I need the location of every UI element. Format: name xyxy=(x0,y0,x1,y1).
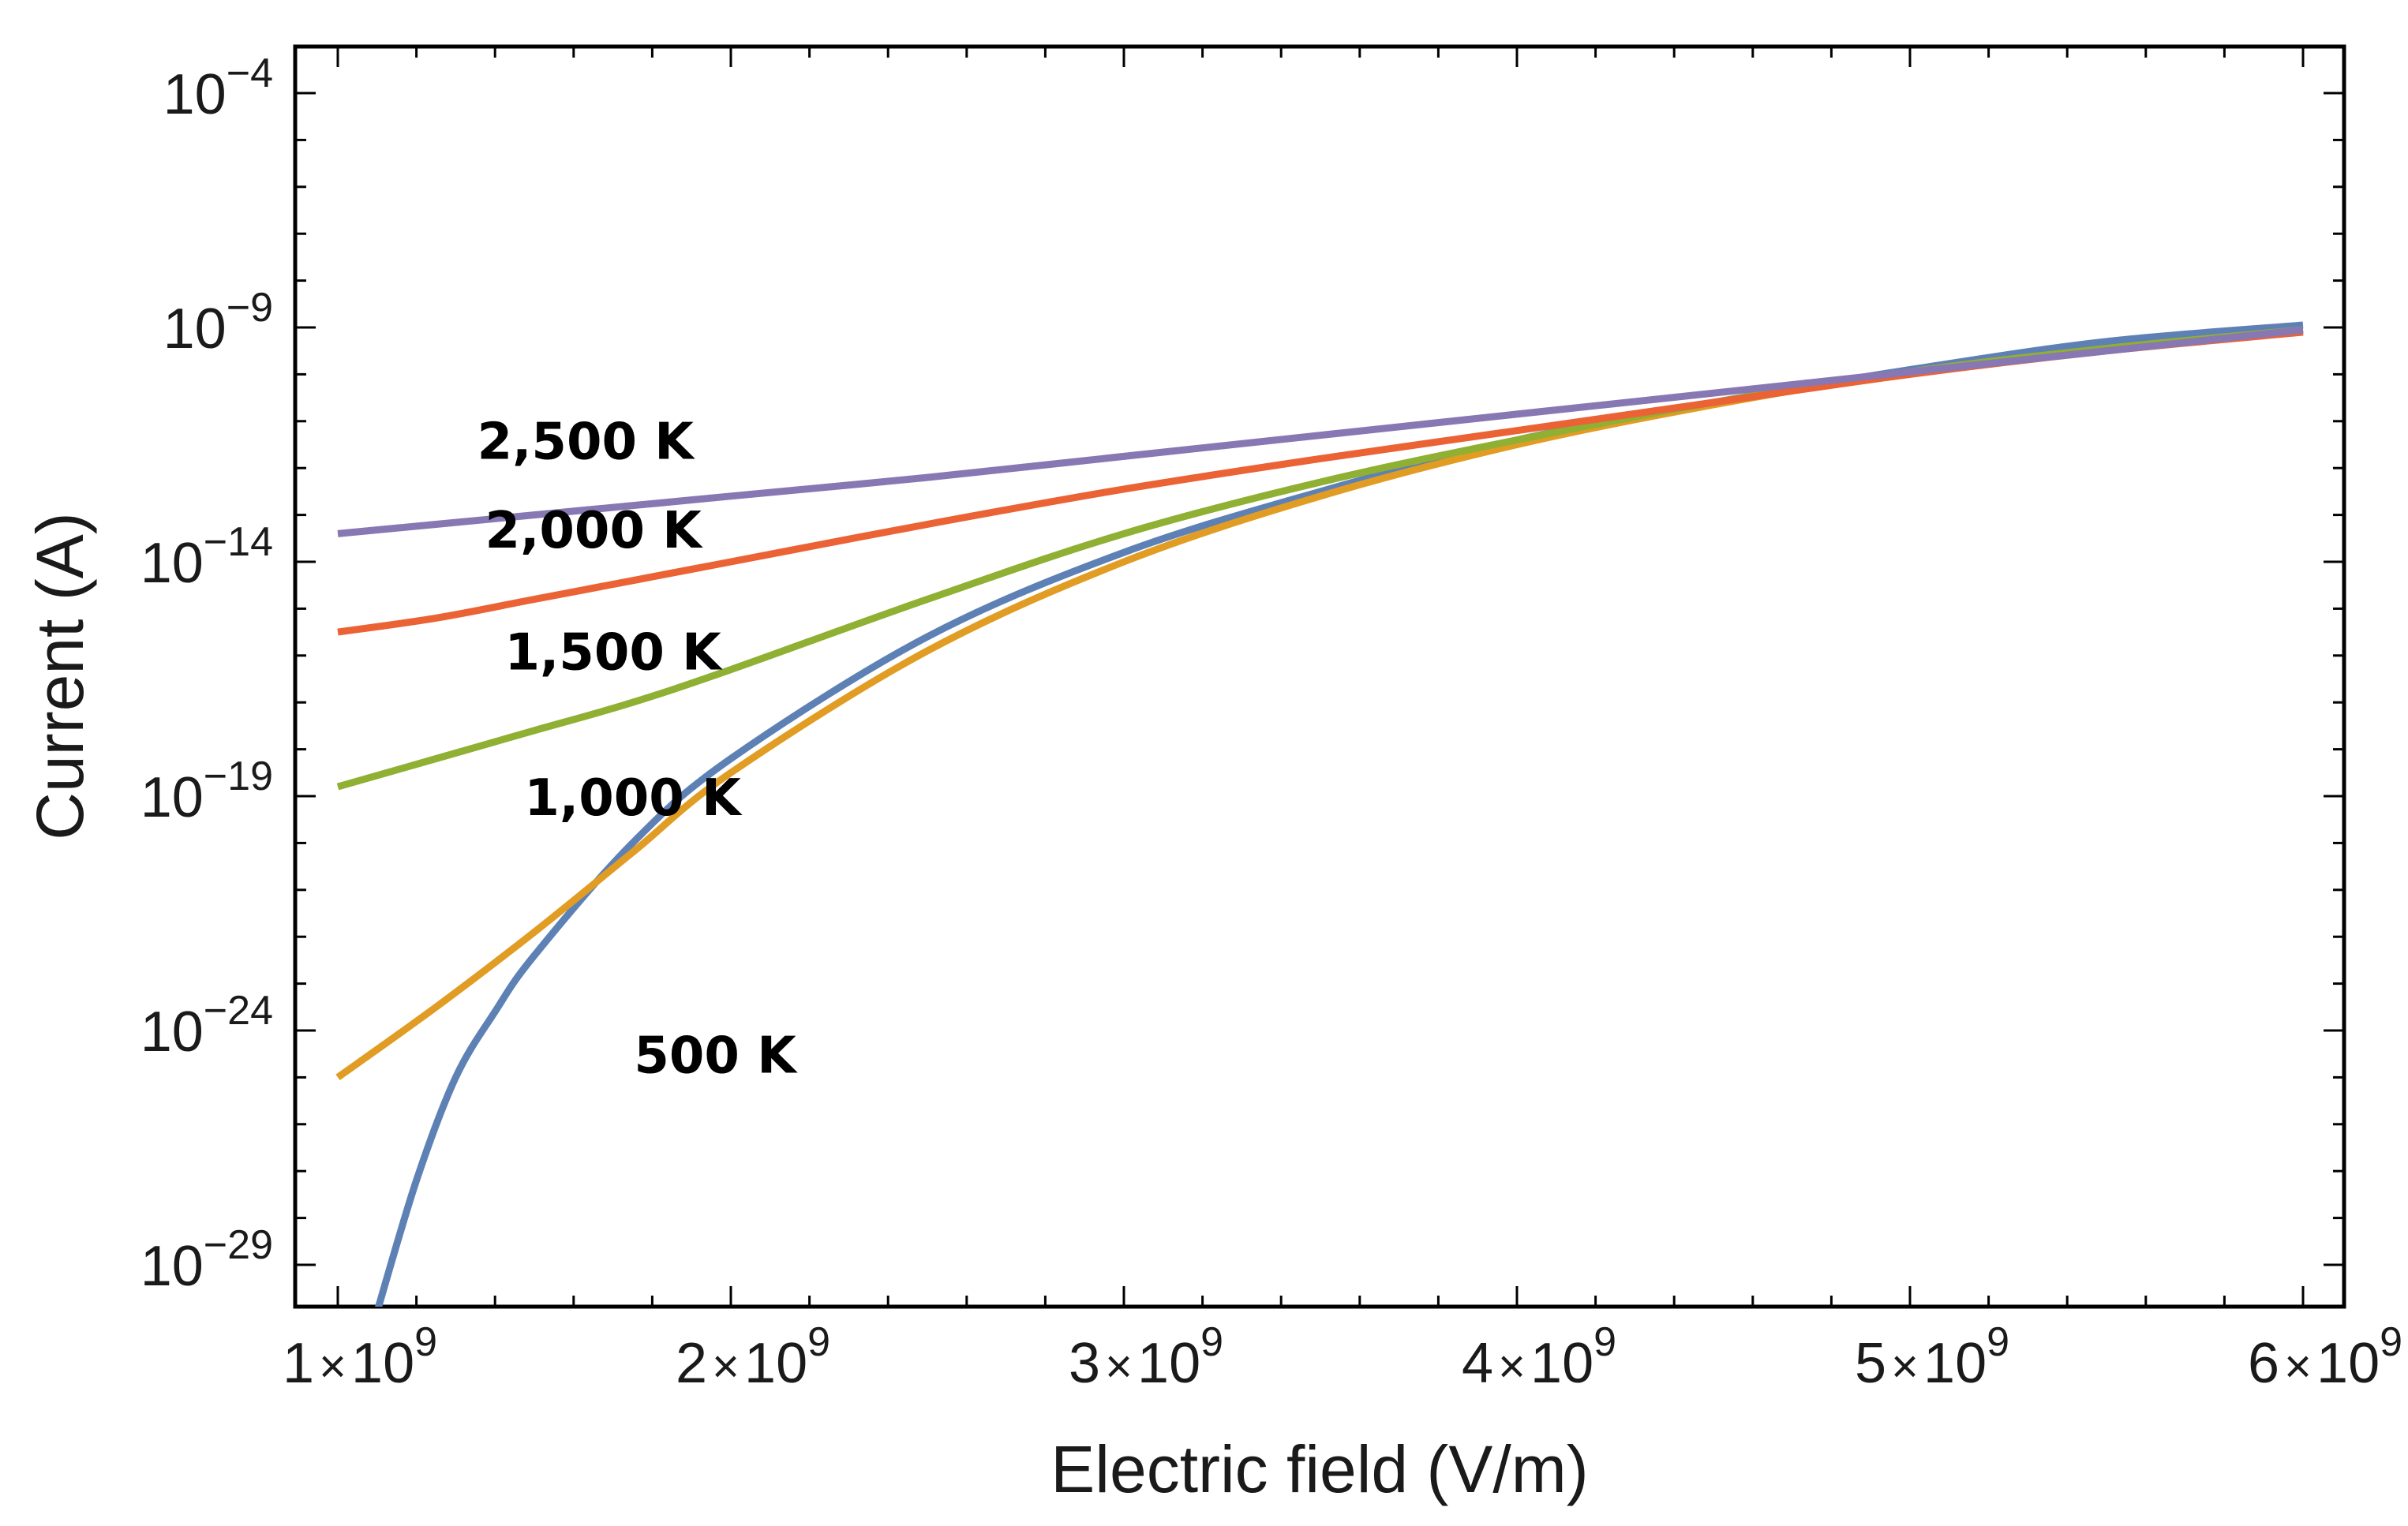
y-tick-base: 10 xyxy=(163,297,227,361)
y-tick-label: 10−29 xyxy=(140,1222,273,1298)
y-tick-base: 10 xyxy=(140,1001,204,1064)
curve-label: 500 K xyxy=(634,1027,798,1085)
y-tick-base: 10 xyxy=(140,532,204,595)
y-tick-exponent: −14 xyxy=(204,519,273,565)
y-tick-label: 10−9 xyxy=(163,285,273,361)
y-tick-label: 10−4 xyxy=(163,50,273,126)
y-tick-exponent: −9 xyxy=(227,285,273,331)
y-tick-exponent: −4 xyxy=(227,50,273,96)
x-tick-label: 2 ×109 xyxy=(676,1319,830,1395)
y-tick-label: 10−24 xyxy=(140,988,273,1064)
curve-labels: 2,500 K 2,000 K 1,500 K 1,000 K 500 K xyxy=(477,413,799,1085)
x-tick-label: 6 ×109 xyxy=(2248,1319,2402,1395)
plot-frame xyxy=(293,44,2346,1309)
y-tick-exponent: −24 xyxy=(204,988,273,1034)
curve-label: 1,500 K xyxy=(504,624,723,683)
y-tick-label: 10−19 xyxy=(140,754,273,829)
axis-ticks xyxy=(295,47,2344,1307)
x-axis-title: Electric field (V/m) xyxy=(1050,1432,1588,1506)
y-tick-base: 10 xyxy=(140,766,204,829)
x-tick-label: 5 ×109 xyxy=(1855,1319,2009,1395)
series-line-2500kk xyxy=(337,326,2304,537)
x-tick-label: 3 ×109 xyxy=(1069,1319,1223,1395)
curve-label: 2,500 K xyxy=(477,413,696,471)
x-tick-label: 4 ×109 xyxy=(1462,1319,1616,1395)
y-tick-base: 10 xyxy=(140,1235,204,1298)
curve-label: 1,000 K xyxy=(524,769,743,828)
y-tick-exponent: −19 xyxy=(204,754,273,799)
curve-label: 2,000 K xyxy=(485,502,704,560)
series-lines xyxy=(335,321,2304,1307)
x-tick-label: 1 ×109 xyxy=(283,1319,437,1395)
x-tick-labels: 1 ×109 2 ×109 3 ×109 4 ×109 5 ×109 6 ×109 xyxy=(283,1319,2402,1395)
y-axis-title: Current (A) xyxy=(23,512,97,840)
y-tick-label: 10−14 xyxy=(140,519,273,595)
y-tick-base: 10 xyxy=(163,63,227,126)
y-tick-exponent: −29 xyxy=(204,1222,273,1268)
